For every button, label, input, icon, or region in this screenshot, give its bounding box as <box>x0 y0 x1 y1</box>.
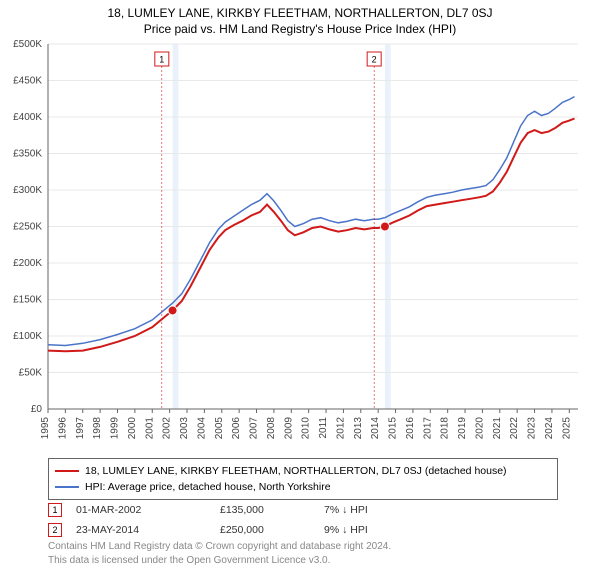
x-tick-label: 1999 <box>110 417 121 440</box>
x-tick-label: 2008 <box>266 417 277 440</box>
x-tick-label: 2004 <box>196 417 207 440</box>
legend-swatch <box>55 486 79 488</box>
x-tick-label: 1995 <box>40 417 51 440</box>
sale-marker-2 <box>380 222 389 231</box>
x-tick-label: 2011 <box>318 417 329 439</box>
line-chart: £0 £50K £100K £150K £200K £250K £300K £350K £400… <box>0 0 600 449</box>
x-tick-label: 2000 <box>127 417 138 440</box>
transactions-table: 1 01-MAR-2002 £135,000 7% ↓ HPI 2 23-MAY-2014… <box>48 500 558 540</box>
y-tick-label: £50K <box>19 368 43 379</box>
x-tick-label: 2018 <box>440 417 451 440</box>
transaction-marker: 2 <box>48 523 62 537</box>
sale-marker-1 <box>168 306 177 315</box>
y-tick-label: £250K <box>13 222 42 233</box>
x-tick-label: 2007 <box>249 417 260 440</box>
attribution-line2: This data is licensed under the Open Gov… <box>48 554 558 567</box>
y-tick-label: £500K <box>13 39 42 50</box>
y-tick-label: £200K <box>13 258 42 269</box>
transaction-price: £135,000 <box>220 504 310 516</box>
x-tick-label: 2014 <box>370 417 381 440</box>
x-tick-label: 2009 <box>283 417 294 440</box>
transaction-pct: 9% ↓ HPI <box>324 524 434 536</box>
x-tick-label: 2021 <box>492 417 503 440</box>
transaction-row: 1 01-MAR-2002 £135,000 7% ↓ HPI <box>48 500 558 520</box>
x-tick-label: 2020 <box>474 417 485 440</box>
chart-container: 18, LUMLEY LANE, KIRKBY FLEETHAM, NORTHA… <box>0 0 600 560</box>
y-tick-label: £100K <box>13 331 42 342</box>
legend-swatch <box>55 470 79 472</box>
x-tick-label: 1996 <box>57 417 68 440</box>
x-tick-label: 2006 <box>231 417 242 440</box>
legend-label: HPI: Average price, detached house, Nort… <box>85 481 331 493</box>
svg-text:2: 2 <box>372 55 377 65</box>
svg-text:1: 1 <box>159 55 164 65</box>
x-tick-label: 2015 <box>388 417 399 440</box>
transaction-row: 2 23-MAY-2014 £250,000 9% ↓ HPI <box>48 520 558 540</box>
x-tick-label: 1997 <box>75 417 86 440</box>
x-tick-label: 2019 <box>457 417 468 440</box>
x-tick-label: 2013 <box>353 417 364 440</box>
legend: 18, LUMLEY LANE, KIRKBY FLEETHAM, NORTHA… <box>48 458 558 500</box>
x-tick-label: 2023 <box>527 417 538 440</box>
x-tick-label: 2012 <box>335 417 346 440</box>
x-tick-label: 2002 <box>162 417 173 440</box>
transaction-date: 23-MAY-2014 <box>76 524 206 536</box>
x-tick-label: 2005 <box>214 417 225 440</box>
y-tick-label: £350K <box>13 149 42 160</box>
y-tick-label: £450K <box>13 76 42 87</box>
x-tick-label: 2001 <box>144 417 155 440</box>
x-tick-label: 2025 <box>561 417 572 440</box>
x-tick-label: 2016 <box>405 417 416 440</box>
attribution: Contains HM Land Registry data © Crown c… <box>48 540 558 567</box>
attribution-line1: Contains HM Land Registry data © Crown c… <box>48 540 558 554</box>
legend-item: 18, LUMLEY LANE, KIRKBY FLEETHAM, NORTHA… <box>55 463 551 479</box>
transaction-price: £250,000 <box>220 524 310 536</box>
x-tick-label: 2024 <box>544 417 555 440</box>
x-tick-label: 2003 <box>179 417 190 440</box>
y-tick-label: £0 <box>31 404 43 415</box>
transaction-marker: 1 <box>48 503 62 517</box>
legend-label: 18, LUMLEY LANE, KIRKBY FLEETHAM, NORTHA… <box>85 465 507 477</box>
x-tick-label: 2010 <box>301 417 312 440</box>
transaction-pct: 7% ↓ HPI <box>324 504 434 516</box>
legend-item: HPI: Average price, detached house, Nort… <box>55 479 551 495</box>
y-tick-label: £150K <box>13 295 42 306</box>
transaction-date: 01-MAR-2002 <box>76 504 206 516</box>
x-tick-label: 1998 <box>92 417 103 440</box>
y-tick-label: £300K <box>13 185 42 196</box>
x-tick-label: 2017 <box>422 417 433 440</box>
x-tick-label: 2022 <box>509 417 520 440</box>
y-tick-label: £400K <box>13 112 42 123</box>
